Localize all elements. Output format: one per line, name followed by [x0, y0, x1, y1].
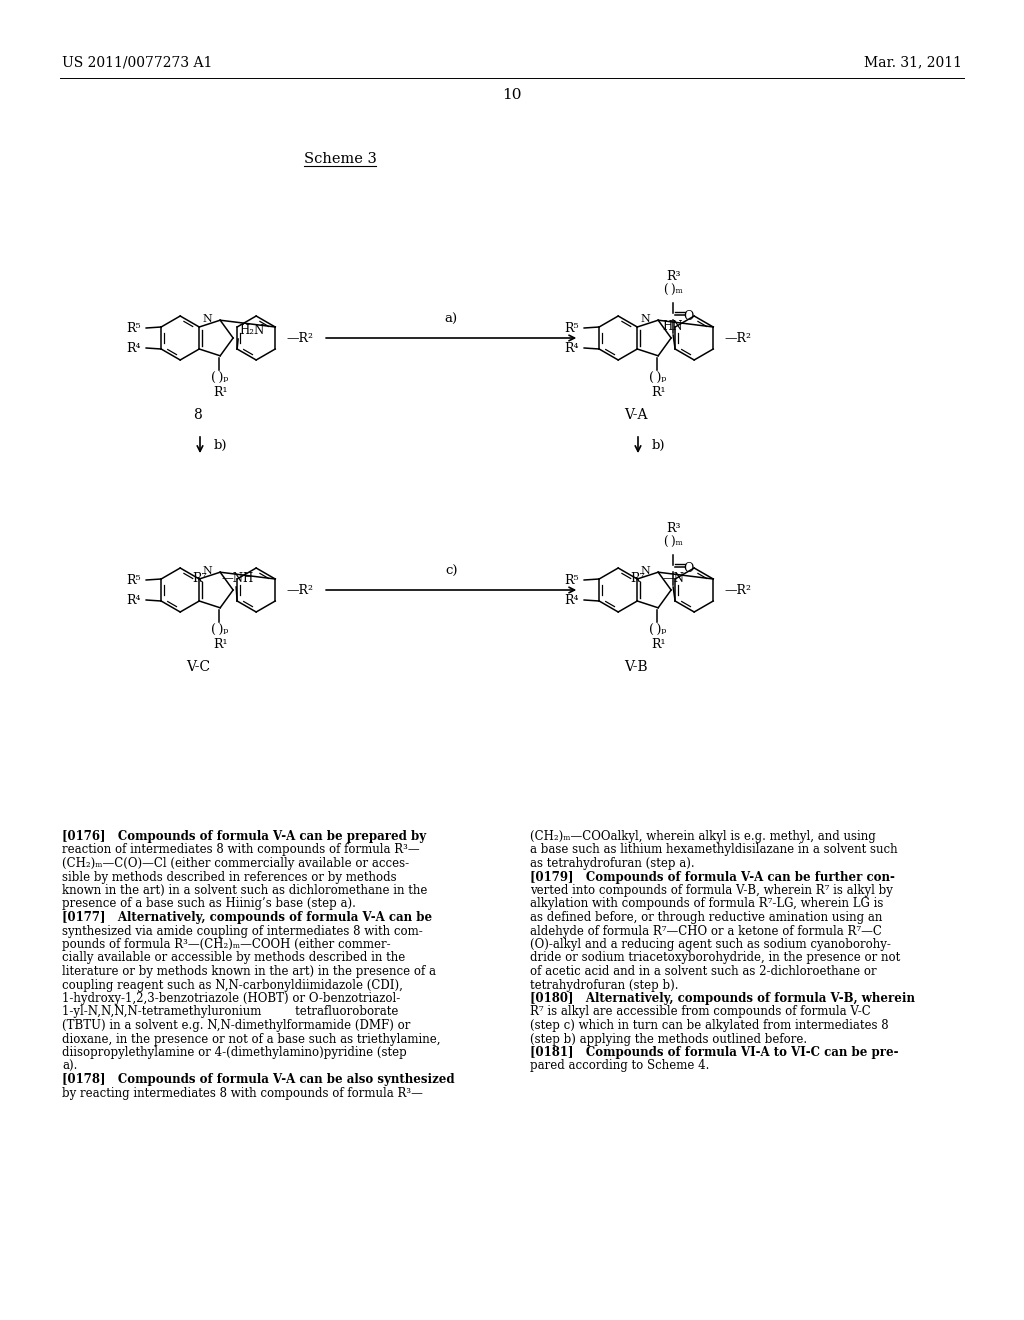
- Text: ( )ₚ: ( )ₚ: [649, 372, 667, 385]
- Text: —R²: —R²: [286, 331, 313, 345]
- Text: pared according to Scheme 4.: pared according to Scheme 4.: [530, 1060, 710, 1072]
- Text: —R²: —R²: [286, 583, 313, 597]
- Text: pounds of formula R³—(CH₂)ₘ—COOH (either commer-: pounds of formula R³—(CH₂)ₘ—COOH (either…: [62, 939, 390, 950]
- Text: as tetrahydrofuran (step a).: as tetrahydrofuran (step a).: [530, 857, 694, 870]
- Text: —NH: —NH: [221, 572, 253, 585]
- Text: R⁴: R⁴: [564, 594, 580, 606]
- Text: by reacting intermediates 8 with compounds of formula R³—: by reacting intermediates 8 with compoun…: [62, 1086, 423, 1100]
- Text: [0177]   Alternatively, compounds of formula V-A can be: [0177] Alternatively, compounds of formu…: [62, 911, 432, 924]
- Text: (CH₂)ₘ—C(O)—Cl (either commercially available or acces-: (CH₂)ₘ—C(O)—Cl (either commercially avai…: [62, 857, 410, 870]
- Text: ( )ₚ: ( )ₚ: [212, 624, 228, 636]
- Text: R¹: R¹: [651, 638, 666, 651]
- Text: literature or by methods known in the art) in the presence of a: literature or by methods known in the ar…: [62, 965, 436, 978]
- Text: a): a): [444, 313, 458, 326]
- Text: R⁴: R⁴: [127, 594, 141, 606]
- Text: R⁴: R⁴: [564, 342, 580, 355]
- Text: [0176]   Compounds of formula V-A can be prepared by: [0176] Compounds of formula V-A can be p…: [62, 830, 426, 843]
- Text: —N: —N: [663, 572, 684, 585]
- Text: R⁵: R⁵: [564, 573, 580, 586]
- Text: as defined before, or through reductive amination using an: as defined before, or through reductive …: [530, 911, 883, 924]
- Text: R⁴: R⁴: [127, 342, 141, 355]
- Text: a).: a).: [62, 1060, 78, 1072]
- Text: R⁵: R⁵: [127, 322, 141, 334]
- Text: ( )ₚ: ( )ₚ: [212, 372, 228, 385]
- Text: [0179]   Compounds of formula V-A can be further con-: [0179] Compounds of formula V-A can be f…: [530, 870, 895, 883]
- Text: N: N: [203, 314, 212, 323]
- Text: of acetic acid and in a solvent such as 2-dichloroethane or: of acetic acid and in a solvent such as …: [530, 965, 877, 978]
- Text: Scheme 3: Scheme 3: [303, 152, 377, 166]
- Text: N: N: [203, 566, 212, 576]
- Text: R³: R³: [666, 521, 680, 535]
- Text: O: O: [683, 562, 693, 576]
- Text: [0180]   Alternatively, compounds of formula V-B, wherein: [0180] Alternatively, compounds of formu…: [530, 993, 915, 1005]
- Text: N: N: [640, 314, 650, 323]
- Text: R¹: R¹: [651, 385, 666, 399]
- Text: R⁵: R⁵: [564, 322, 580, 334]
- Text: synthesized via amide coupling of intermediates 8 with com-: synthesized via amide coupling of interm…: [62, 924, 423, 937]
- Text: known in the art) in a solvent such as dichloromethane in the: known in the art) in a solvent such as d…: [62, 884, 427, 898]
- Text: presence of a base such as Hiinig’s base (step a).: presence of a base such as Hiinig’s base…: [62, 898, 356, 911]
- Text: tetrahydrofuran (step b).: tetrahydrofuran (step b).: [530, 978, 679, 991]
- Text: US 2011/0077273 A1: US 2011/0077273 A1: [62, 55, 212, 69]
- Text: dride or sodium triacetoxyborohydride, in the presence or not: dride or sodium triacetoxyborohydride, i…: [530, 952, 900, 965]
- Text: cially available or accessible by methods described in the: cially available or accessible by method…: [62, 952, 406, 965]
- Text: V-C: V-C: [186, 660, 210, 675]
- Text: (step c) which in turn can be alkylated from intermediates 8: (step c) which in turn can be alkylated …: [530, 1019, 889, 1032]
- Text: V-A: V-A: [625, 408, 648, 422]
- Text: N: N: [640, 566, 650, 576]
- Text: —R²: —R²: [724, 331, 752, 345]
- Text: HN: HN: [662, 319, 682, 333]
- Text: R⁷: R⁷: [193, 572, 207, 585]
- Text: R⁷ is alkyl are accessible from compounds of formula V-C: R⁷ is alkyl are accessible from compound…: [530, 1006, 870, 1019]
- Text: 10: 10: [502, 88, 522, 102]
- Text: R³: R³: [666, 271, 680, 282]
- Text: (O)-alkyl and a reducing agent such as sodium cyanoborohy-: (O)-alkyl and a reducing agent such as s…: [530, 939, 891, 950]
- Text: b): b): [652, 438, 666, 451]
- Text: 1-hydroxy-1,2,3-benzotriazole (HOBT) or O-benzotriazol-: 1-hydroxy-1,2,3-benzotriazole (HOBT) or …: [62, 993, 400, 1005]
- Text: ( )ₘ: ( )ₘ: [664, 284, 683, 297]
- Text: R¹: R¹: [213, 385, 227, 399]
- Text: R¹: R¹: [213, 638, 227, 651]
- Text: aldehyde of formula R⁷—CHO or a ketone of formula R⁷—C: aldehyde of formula R⁷—CHO or a ketone o…: [530, 924, 882, 937]
- Text: [0181]   Compounds of formula VI-A to VI-C can be pre-: [0181] Compounds of formula VI-A to VI-C…: [530, 1045, 898, 1059]
- Text: diisopropylethylamine or 4-(dimethylamino)pyridine (step: diisopropylethylamine or 4-(dimethylamin…: [62, 1045, 407, 1059]
- Text: verted into compounds of formula V-B, wherein R⁷ is alkyl by: verted into compounds of formula V-B, wh…: [530, 884, 893, 898]
- Text: —R²: —R²: [724, 583, 752, 597]
- Text: V-B: V-B: [625, 660, 648, 675]
- Text: coupling reagent such as N,N-carbonyldiimidazole (CDI),: coupling reagent such as N,N-carbonyldii…: [62, 978, 402, 991]
- Text: sible by methods described in references or by methods: sible by methods described in references…: [62, 870, 396, 883]
- Text: O: O: [683, 310, 693, 323]
- Text: (TBTU) in a solvent e.g. N,N-dimethylformamide (DMF) or: (TBTU) in a solvent e.g. N,N-dimethylfor…: [62, 1019, 411, 1032]
- Text: [0178]   Compounds of formula V-A can be also synthesized: [0178] Compounds of formula V-A can be a…: [62, 1073, 455, 1086]
- Text: ( )ₘ: ( )ₘ: [664, 536, 683, 549]
- Text: dioxane, in the presence or not of a base such as triethylamine,: dioxane, in the presence or not of a bas…: [62, 1032, 440, 1045]
- Text: ( )ₚ: ( )ₚ: [649, 624, 667, 636]
- Text: reaction of intermediates 8 with compounds of formula R³—: reaction of intermediates 8 with compoun…: [62, 843, 420, 857]
- Text: b): b): [214, 438, 227, 451]
- Text: a base such as lithium hexamethyldisilazane in a solvent such: a base such as lithium hexamethyldisilaz…: [530, 843, 898, 857]
- Text: (step b) applying the methods outlined before.: (step b) applying the methods outlined b…: [530, 1032, 807, 1045]
- Text: c): c): [444, 565, 458, 578]
- Text: 1-yl-N,N,N,N-tetramethyluronium         tetrafluoroborate: 1-yl-N,N,N,N-tetramethyluronium tetraflu…: [62, 1006, 398, 1019]
- Text: 8: 8: [194, 408, 203, 422]
- Text: R⁵: R⁵: [127, 573, 141, 586]
- Text: alkylation with compounds of formula R⁷-LG, wherein LG is: alkylation with compounds of formula R⁷-…: [530, 898, 884, 911]
- Text: (CH₂)ₘ—COOalkyl, wherein alkyl is e.g. methyl, and using: (CH₂)ₘ—COOalkyl, wherein alkyl is e.g. m…: [530, 830, 876, 843]
- Text: Mar. 31, 2011: Mar. 31, 2011: [864, 55, 962, 69]
- Text: R⁷: R⁷: [631, 572, 645, 585]
- Text: H₂N: H₂N: [240, 323, 264, 337]
